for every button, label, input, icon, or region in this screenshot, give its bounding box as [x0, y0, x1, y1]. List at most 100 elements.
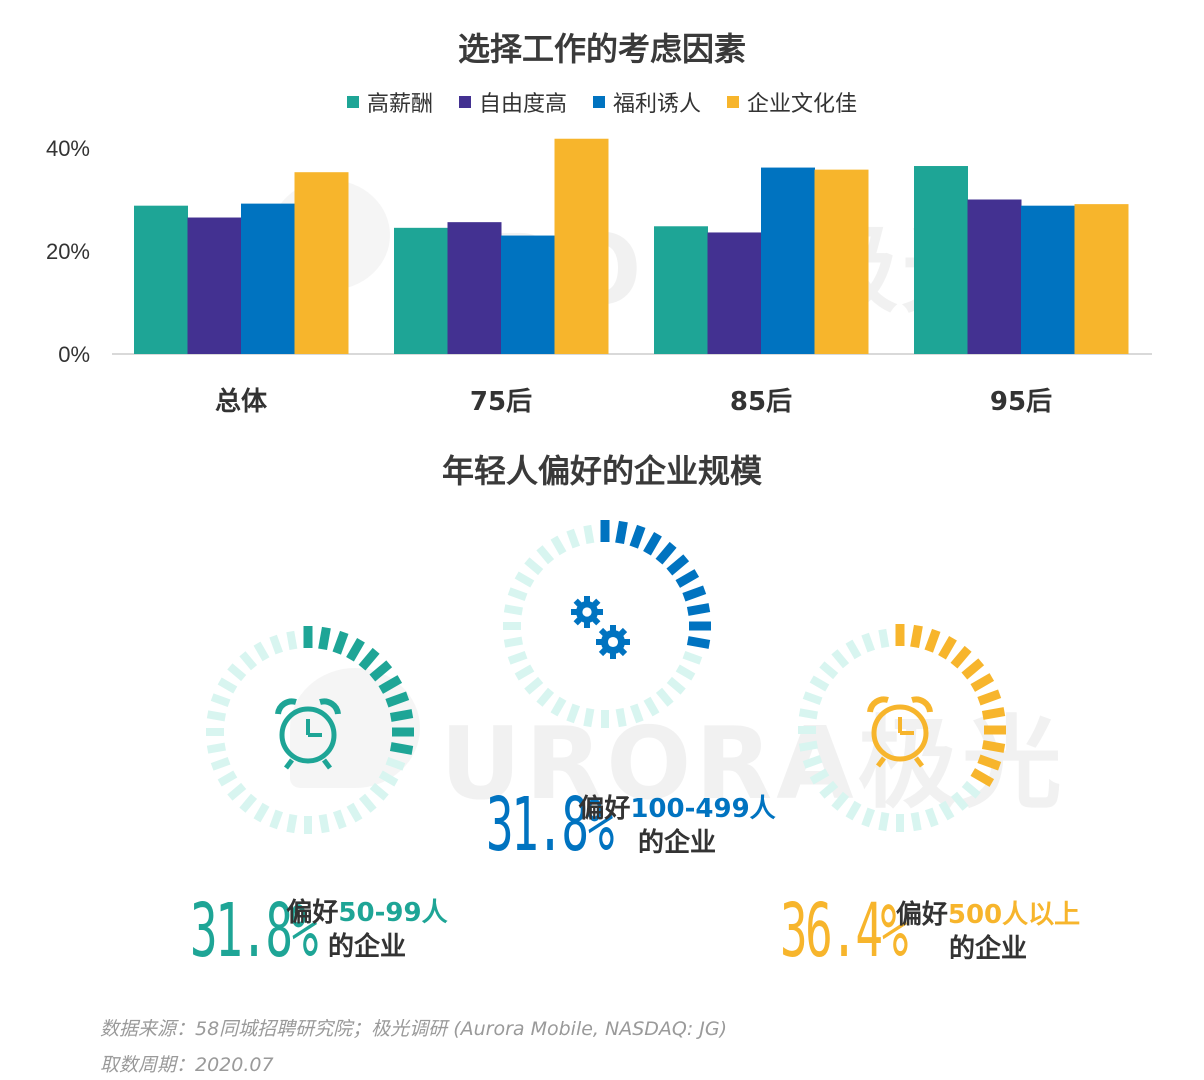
- gauge-segment: [845, 639, 862, 660]
- gauge-segment-filled: [686, 603, 711, 616]
- gauge-segment-filled: [378, 675, 403, 694]
- gauge-segment: [269, 634, 284, 655]
- legend-swatch: [727, 96, 740, 108]
- gauge-segment: [346, 802, 363, 823]
- gauge-segment: [802, 754, 823, 769]
- gauge-segment: [938, 800, 955, 821]
- gauge-segment-filled: [346, 637, 365, 662]
- gauge-segment-filled: [938, 635, 957, 660]
- bar: [294, 172, 349, 354]
- legend-item: 自由度高: [458, 86, 567, 118]
- legend-item: 福利诱人: [593, 86, 701, 118]
- gauge: [503, 520, 711, 728]
- bar: [394, 227, 448, 354]
- legend-swatch: [458, 96, 471, 108]
- gauge-segment-filled: [643, 531, 662, 556]
- gauge-segment-filled: [950, 645, 972, 669]
- gauge-segment: [206, 742, 226, 754]
- gauge-segment-filled: [910, 624, 923, 649]
- desc-prefix: 偏好: [895, 900, 948, 930]
- watermark-text: URORA极光: [440, 705, 1066, 822]
- gauge-segment: [318, 814, 330, 834]
- x-tick-label: 85后: [730, 387, 792, 417]
- gauge-label-3: 36.4%: [780, 888, 983, 974]
- bar: [707, 232, 762, 354]
- gauge-segment: [675, 664, 696, 681]
- gears-icon: [571, 596, 630, 659]
- desc-highlight: 100-499人: [630, 794, 776, 824]
- gauge-segment-filled: [318, 626, 331, 651]
- y-tick-label: 20%: [46, 239, 90, 264]
- gauge-segment: [210, 693, 231, 708]
- gauge-segment: [507, 587, 528, 602]
- data-period: 取数周期：2020.07: [100, 1054, 274, 1076]
- legend-item: 高薪酬: [346, 86, 433, 118]
- bar: [814, 169, 869, 354]
- gauge-segment: [861, 632, 876, 653]
- legend-label: 福利诱人: [613, 92, 702, 117]
- desc-prefix: 偏好: [286, 898, 339, 928]
- gauge-segment: [503, 604, 523, 616]
- gauge-segment-filled: [977, 754, 1002, 771]
- gauge-segment-filled: [961, 658, 985, 680]
- gauge-segment-filled: [682, 585, 707, 602]
- gauge-segment: [536, 687, 555, 707]
- gauge-segment: [819, 780, 839, 799]
- gauge-segment: [358, 793, 377, 813]
- alarm-clock-icon: [275, 698, 341, 770]
- bar: [241, 203, 295, 354]
- legend-swatch: [593, 96, 605, 108]
- desc-prefix: 偏好: [578, 794, 631, 824]
- bar: [1021, 205, 1075, 354]
- gauge-segment: [819, 661, 839, 680]
- gauge-segment: [831, 791, 850, 811]
- gauge-segment: [385, 756, 406, 771]
- gauge-segment-filled: [389, 742, 414, 755]
- gauge-segment: [210, 756, 231, 771]
- gauge-segment: [798, 740, 818, 752]
- gauge-label-1: 31.8%: [190, 888, 393, 974]
- gauge-segment: [615, 708, 627, 728]
- gauge-segment: [227, 663, 247, 682]
- legend-swatch: [346, 96, 359, 108]
- gauge-segment: [514, 571, 535, 588]
- desc-suffix: 的企业: [327, 932, 406, 962]
- gauge-segment-filled: [655, 541, 677, 565]
- gauge-segment-filled: [629, 524, 646, 549]
- gauge-segment-filled: [686, 636, 711, 649]
- gauge-group: [206, 520, 1006, 834]
- gauge-segment-filled: [332, 630, 349, 655]
- gauge-segment-filled: [970, 768, 995, 787]
- gauge-segment: [798, 708, 818, 720]
- bar: [134, 205, 188, 354]
- gauge-segment: [666, 676, 686, 695]
- gauge-segment-filled: [385, 691, 410, 708]
- gauge-segment: [831, 649, 850, 669]
- gauge-segment-filled: [389, 709, 414, 722]
- legend-label: 企业文化佳: [747, 92, 858, 117]
- chart-legend: 高薪酬 自由度高 福利诱人 企业文化佳: [0, 86, 1204, 118]
- gauge-segment: [643, 696, 660, 717]
- gauge-segment: [378, 770, 399, 787]
- gauge-segment: [809, 675, 830, 692]
- gauge-segment-filled: [675, 569, 700, 588]
- gauge-segment: [924, 807, 939, 828]
- gauge-segment: [583, 524, 595, 544]
- bar: [914, 166, 968, 354]
- gauge-segment: [227, 782, 247, 801]
- gauge-segment: [809, 768, 830, 785]
- gauge-segment-filled: [924, 628, 941, 653]
- gauge-segment: [655, 687, 674, 707]
- gauge-segment: [286, 814, 298, 834]
- legend-label: 高薪酬: [366, 92, 433, 117]
- bar: [761, 167, 815, 354]
- gauge-segment: [550, 696, 567, 717]
- gauge-segment: [369, 782, 389, 801]
- desc-suffix: 的企业: [948, 934, 1027, 964]
- percent-value: 36.4%: [780, 888, 908, 974]
- gauge-segment: [682, 650, 703, 665]
- desc-highlight: 500人以上: [947, 900, 1081, 930]
- gauge-segment: [239, 793, 258, 813]
- gauge-segment: [217, 770, 238, 787]
- gauge-segment: [802, 691, 823, 706]
